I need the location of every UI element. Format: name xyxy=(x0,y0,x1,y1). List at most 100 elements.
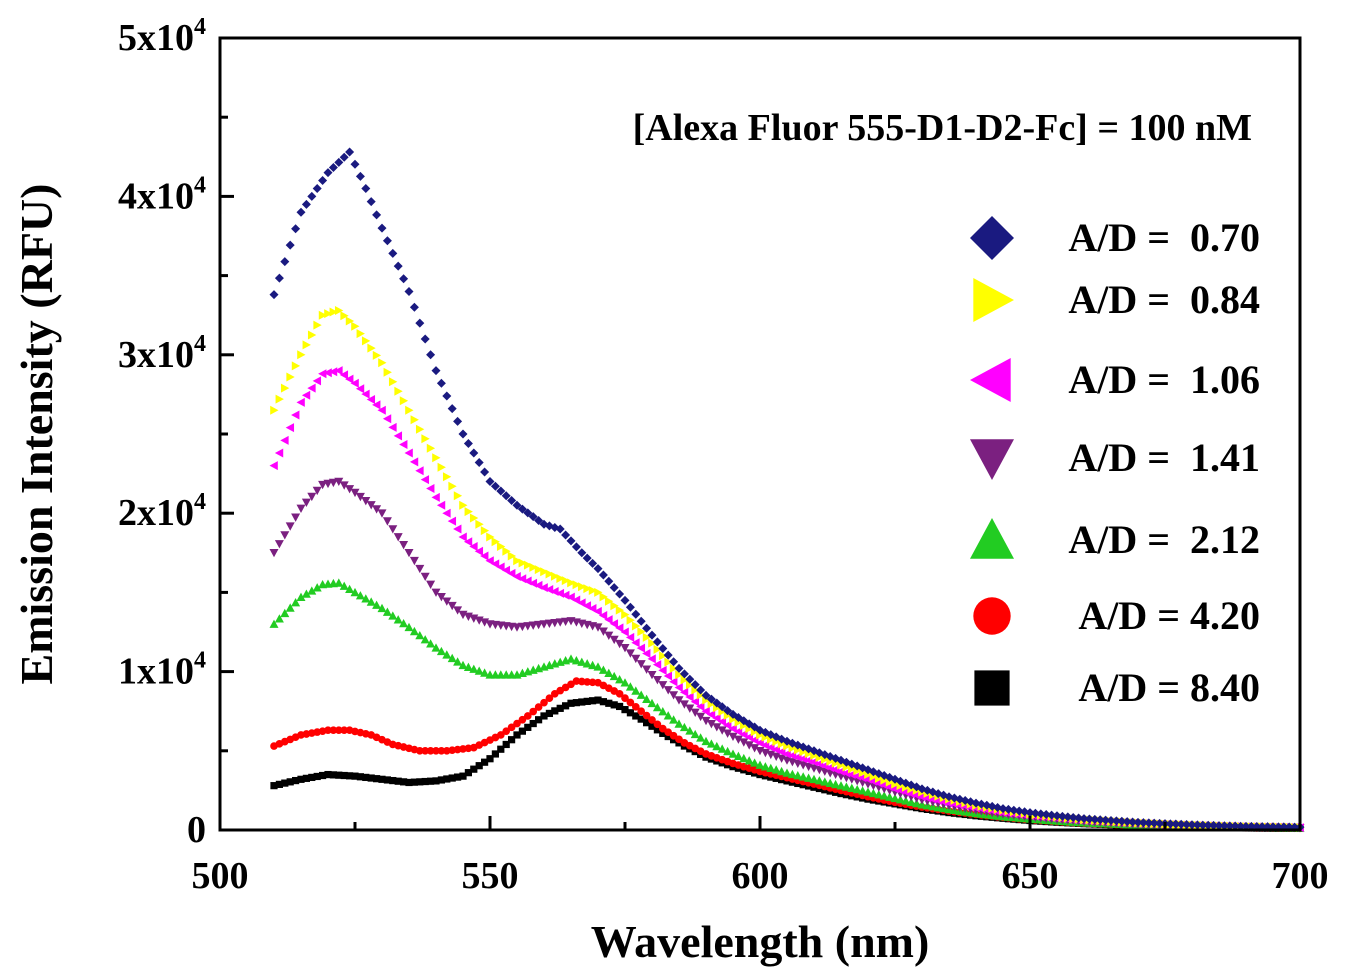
data-point xyxy=(831,779,841,789)
data-point xyxy=(275,780,283,788)
data-point xyxy=(436,378,446,388)
data-point xyxy=(588,660,598,670)
data-point xyxy=(669,715,679,724)
data-point xyxy=(712,741,722,751)
data-point xyxy=(599,592,608,602)
data-point xyxy=(593,623,603,632)
legend-label: A/D = 0.70 xyxy=(1068,215,1260,260)
data-point xyxy=(420,635,430,644)
data-point xyxy=(653,726,661,734)
data-point xyxy=(507,568,516,578)
plot-content xyxy=(269,147,1305,833)
data-point xyxy=(313,320,322,330)
data-point xyxy=(523,560,533,570)
data-point xyxy=(464,507,473,517)
data-point xyxy=(518,727,526,735)
data-point xyxy=(717,702,727,712)
data-point xyxy=(491,537,500,547)
data-point xyxy=(626,615,635,625)
data-point xyxy=(567,699,575,707)
data-point xyxy=(555,524,565,534)
data-point xyxy=(798,772,808,781)
data-point xyxy=(378,358,387,368)
data-point xyxy=(1036,809,1046,819)
data-point xyxy=(562,702,570,710)
data-point xyxy=(496,486,506,496)
y-tick-label: 1x104 xyxy=(118,648,206,693)
data-point xyxy=(723,729,733,738)
legend-marker xyxy=(973,597,1011,635)
data-point xyxy=(659,729,667,737)
data-point xyxy=(636,660,646,669)
data-point xyxy=(447,516,457,526)
data-point xyxy=(280,257,290,267)
data-point xyxy=(631,686,641,695)
data-point xyxy=(556,704,564,712)
data-point xyxy=(874,790,884,799)
data-point xyxy=(270,405,279,415)
data-point xyxy=(658,651,668,661)
data-point xyxy=(534,515,544,525)
data-point xyxy=(550,571,560,581)
data-point xyxy=(712,723,722,732)
data-point xyxy=(588,585,598,595)
data-point xyxy=(302,774,310,782)
data-point xyxy=(475,519,484,529)
data-point xyxy=(609,635,619,645)
data-point xyxy=(679,687,689,697)
x-tick-label: 700 xyxy=(1272,855,1329,897)
data-point xyxy=(453,416,463,426)
data-point xyxy=(728,732,738,742)
data-point xyxy=(415,466,424,476)
data-point xyxy=(410,778,418,786)
data-point xyxy=(1047,810,1057,820)
data-point xyxy=(420,475,430,485)
data-point xyxy=(318,176,328,186)
data-point xyxy=(469,541,478,551)
data-point xyxy=(610,601,619,611)
data-point xyxy=(566,654,576,663)
data-point xyxy=(567,578,576,588)
data-point xyxy=(594,587,603,597)
data-point xyxy=(431,492,440,502)
data-point xyxy=(615,605,625,615)
legend-marker xyxy=(973,278,1014,322)
data-point xyxy=(652,637,662,647)
data-point xyxy=(814,776,824,785)
data-point xyxy=(1090,814,1100,824)
data-point xyxy=(339,581,349,590)
data-point xyxy=(637,715,645,723)
data-point xyxy=(583,584,592,594)
data-point xyxy=(404,448,413,458)
data-point xyxy=(275,394,284,404)
data-point xyxy=(744,741,754,750)
data-point xyxy=(329,726,338,735)
data-point xyxy=(555,618,565,627)
data-point xyxy=(636,643,646,653)
data-point xyxy=(502,727,511,735)
data-point xyxy=(885,792,895,801)
data-point xyxy=(447,404,457,414)
data-point xyxy=(399,541,409,550)
data-point xyxy=(551,707,559,715)
data-point xyxy=(432,453,441,463)
data-point xyxy=(534,565,544,575)
data-point xyxy=(663,650,673,660)
data-point xyxy=(324,726,332,735)
data-point xyxy=(281,779,289,787)
data-point xyxy=(323,168,333,178)
data-point xyxy=(355,591,365,600)
data-point xyxy=(404,622,414,632)
data-point xyxy=(852,784,862,794)
data-point xyxy=(486,755,494,763)
data-point xyxy=(685,704,695,713)
data-point xyxy=(670,736,678,744)
data-point xyxy=(442,472,452,482)
data-point xyxy=(291,598,301,607)
data-point xyxy=(329,307,338,317)
data-point xyxy=(723,746,733,756)
data-point xyxy=(841,782,851,791)
data-point xyxy=(739,753,749,763)
data-point xyxy=(524,723,532,731)
data-point xyxy=(442,508,451,518)
